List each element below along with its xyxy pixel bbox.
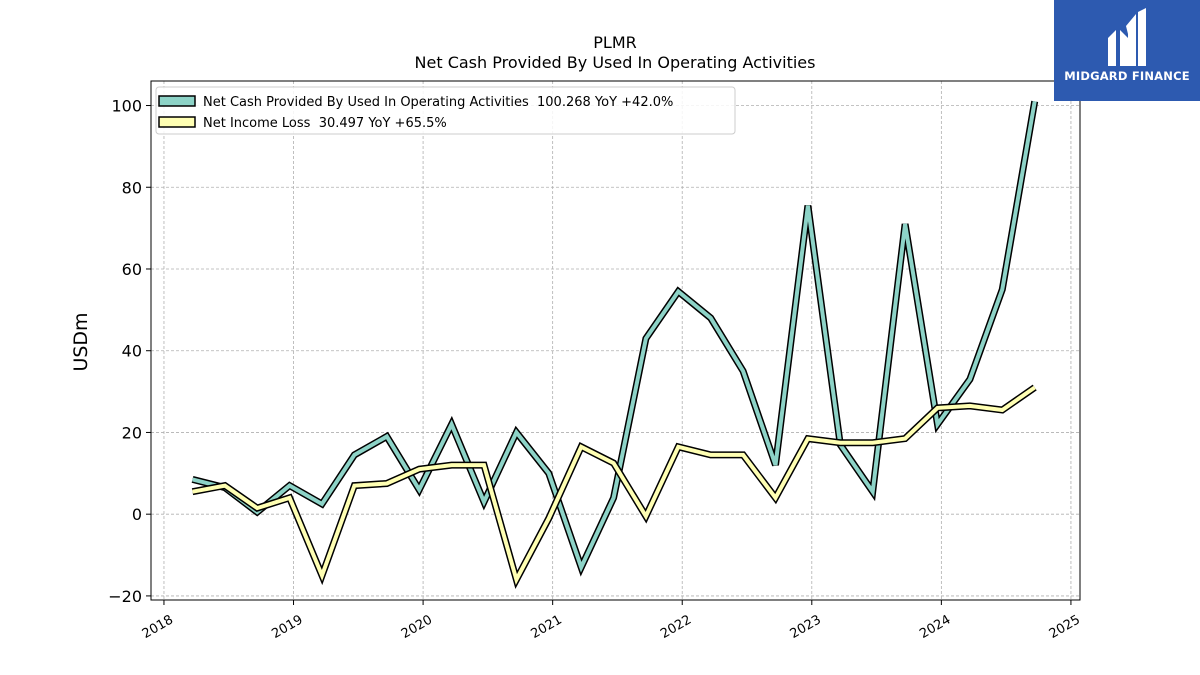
series-layer bbox=[191, 100, 1039, 589]
x-tick-label: 2019 bbox=[269, 612, 305, 642]
x-tick-label: 2025 bbox=[1047, 612, 1083, 642]
x-tick-label: 2021 bbox=[528, 612, 564, 642]
midgard-logo: MIDGARD FINANCE bbox=[1054, 0, 1200, 101]
legend-swatch-2 bbox=[158, 116, 196, 128]
chart-title: PLMR bbox=[593, 33, 636, 52]
x-tick-label: 2024 bbox=[917, 612, 953, 642]
x-tick-label: 2023 bbox=[788, 612, 824, 642]
x-tick-label: 2018 bbox=[140, 612, 176, 642]
y-tick-label: 20 bbox=[122, 423, 142, 442]
legend-swatch-1 bbox=[158, 95, 196, 107]
series-line-1 bbox=[192, 101, 1037, 573]
y-tick-label: 40 bbox=[122, 342, 142, 361]
legend-frame bbox=[155, 86, 736, 135]
x-tick-label: 2020 bbox=[399, 612, 435, 642]
y-tick-label: 0 bbox=[132, 505, 142, 524]
logo-text: MIDGARD FINANCE bbox=[1064, 69, 1190, 83]
y-tick-label: 80 bbox=[122, 178, 142, 197]
x-axis: 2018 2019 2020 2021 2022 2023 2024 2025 bbox=[140, 600, 1083, 642]
midgard-monogram-icon bbox=[1108, 8, 1146, 66]
legend: Net Cash Provided By Used In Operating A… bbox=[155, 86, 736, 135]
plot-frame bbox=[150, 80, 1081, 601]
y-tick-label: 60 bbox=[122, 260, 142, 279]
y-tick-label: −20 bbox=[108, 587, 142, 606]
y-axis: −20 0 20 40 60 80 100 bbox=[108, 97, 151, 606]
x-tick-label: 2022 bbox=[658, 612, 694, 642]
y-tick-label: 100 bbox=[111, 97, 142, 116]
chart-subtitle: Net Cash Provided By Used In Operating A… bbox=[415, 53, 816, 72]
grid bbox=[151, 81, 1080, 600]
legend-label-2: Net Income Loss 30.497 YoY +65.5% bbox=[203, 116, 447, 131]
y-axis-label: USDm bbox=[70, 312, 92, 371]
series-line-2 bbox=[192, 385, 1036, 585]
legend-label-1: Net Cash Provided By Used In Operating A… bbox=[203, 95, 673, 110]
